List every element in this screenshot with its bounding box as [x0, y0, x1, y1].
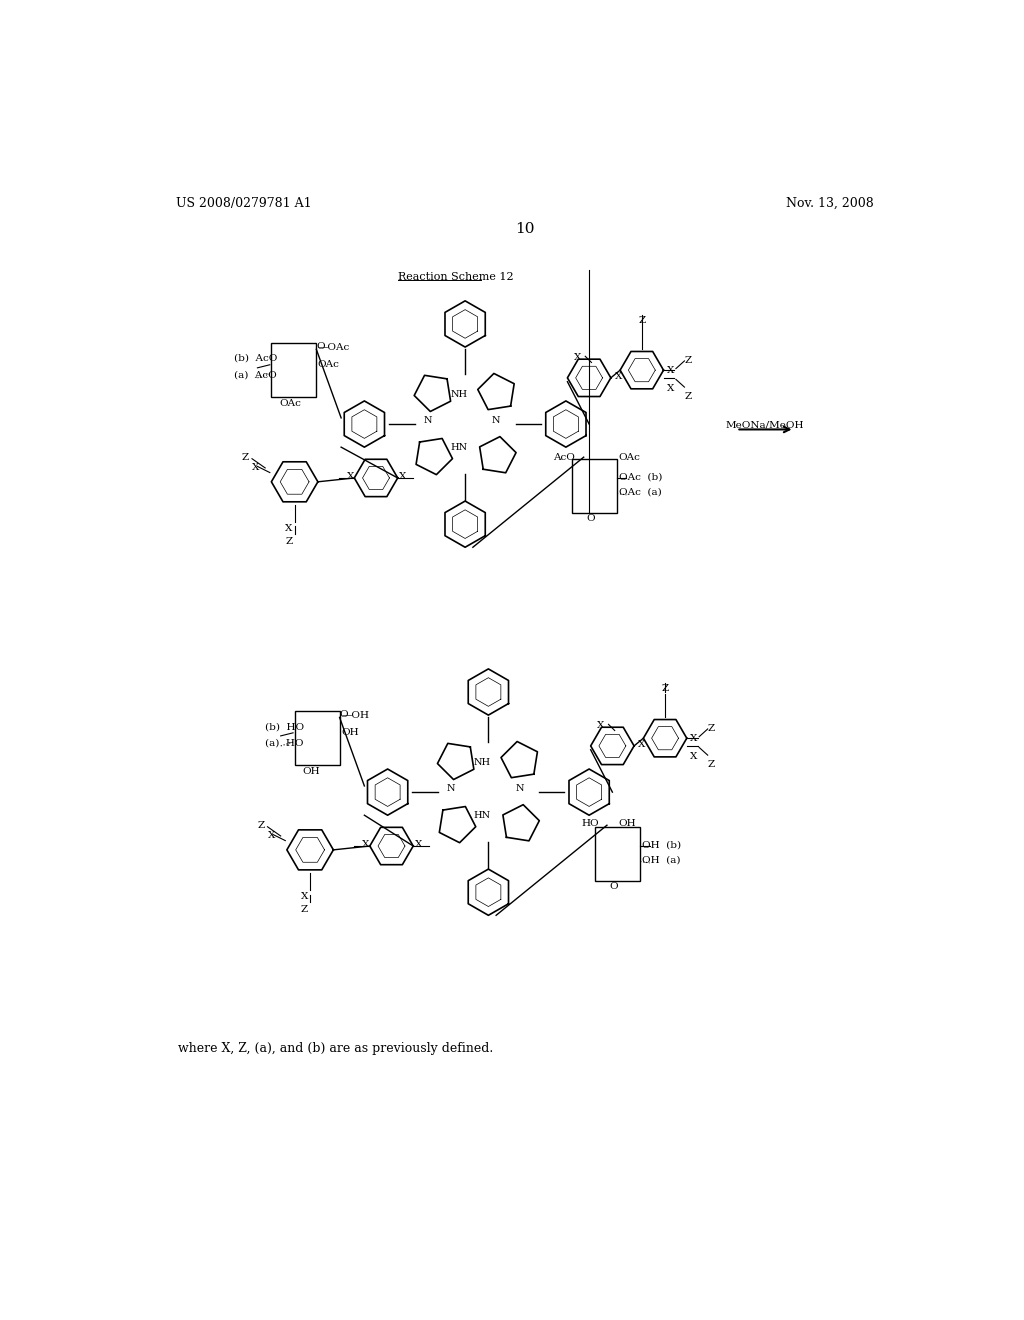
Text: X: X	[301, 892, 308, 902]
Text: Z: Z	[662, 684, 669, 693]
Text: X: X	[346, 471, 354, 480]
Text: X: X	[252, 462, 259, 471]
Text: (b)  AcO: (b) AcO	[234, 354, 278, 363]
Text: O: O	[316, 342, 325, 351]
Text: Z: Z	[242, 453, 249, 462]
Text: Z: Z	[638, 317, 645, 325]
Text: X: X	[614, 372, 623, 380]
Text: (a)  HO: (a) HO	[265, 739, 304, 748]
Text: MeONa/MeOH: MeONa/MeOH	[726, 420, 804, 429]
Text: HO: HO	[582, 818, 599, 828]
Text: 10: 10	[515, 222, 535, 236]
Text: Z: Z	[684, 356, 691, 366]
Bar	[595, 826, 640, 880]
Text: X: X	[415, 840, 422, 849]
Text: (b)  HO: (b) HO	[265, 722, 304, 731]
Bar	[295, 711, 340, 766]
Text: Z: Z	[708, 760, 715, 768]
Text: HN: HN	[451, 442, 468, 451]
Text: X: X	[399, 471, 407, 480]
Text: O: O	[586, 515, 595, 523]
Text: O: O	[609, 882, 617, 891]
Text: OAc: OAc	[317, 360, 340, 370]
Text: Nov. 13, 2008: Nov. 13, 2008	[785, 197, 873, 210]
Text: —OAc: —OAc	[317, 343, 350, 352]
Text: OH: OH	[302, 767, 319, 776]
Text: X: X	[597, 721, 604, 730]
Text: (a)  AcO: (a) AcO	[234, 371, 276, 380]
Text: OH: OH	[618, 818, 636, 828]
Text: X: X	[267, 830, 274, 840]
Text: X: X	[286, 524, 293, 533]
Bar	[572, 459, 617, 512]
Text: X: X	[690, 752, 697, 762]
Text: Reaction Scheme 12: Reaction Scheme 12	[397, 272, 513, 282]
Text: Z: Z	[708, 725, 715, 734]
Text: N: N	[446, 784, 456, 793]
Text: HN: HN	[474, 810, 490, 820]
Text: Z: Z	[684, 392, 691, 401]
Text: OH: OH	[341, 729, 358, 737]
Text: Z: Z	[257, 821, 264, 829]
Text: X: X	[667, 367, 674, 375]
Text: OH  (b): OH (b)	[642, 841, 681, 850]
Text: N: N	[492, 416, 501, 425]
Text: X: X	[573, 354, 582, 362]
Text: OAc  (b): OAc (b)	[618, 473, 662, 482]
Bar	[271, 343, 316, 397]
Text: NH: NH	[474, 759, 490, 767]
Text: AcO: AcO	[553, 453, 574, 462]
Text: Z: Z	[301, 906, 308, 915]
Text: X: X	[667, 384, 674, 393]
Text: US 2008/0279781 A1: US 2008/0279781 A1	[176, 197, 311, 210]
Text: OAc  (a): OAc (a)	[618, 488, 662, 496]
Text: Z: Z	[286, 537, 293, 546]
Text: where X, Z, (a), and (b) are as previously defined.: where X, Z, (a), and (b) are as previous…	[178, 1043, 494, 1056]
Text: OH  (a): OH (a)	[642, 855, 680, 865]
Text: OAc: OAc	[280, 399, 301, 408]
Text: OAc: OAc	[618, 453, 640, 462]
Text: X: X	[362, 840, 370, 849]
Text: N: N	[515, 784, 523, 793]
Text: X: X	[690, 734, 697, 743]
Text: NH: NH	[451, 391, 468, 399]
Text: —OH: —OH	[341, 711, 369, 721]
Text: X: X	[638, 739, 645, 748]
Text: O: O	[340, 710, 348, 718]
Text: N: N	[424, 416, 432, 425]
